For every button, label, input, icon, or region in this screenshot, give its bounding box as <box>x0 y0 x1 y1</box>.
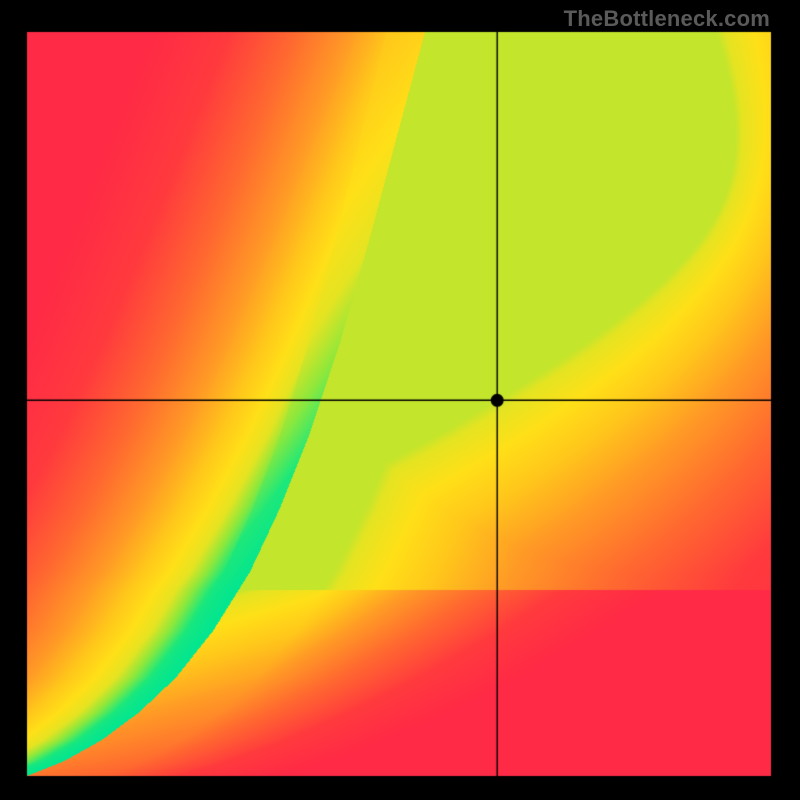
chart-container: TheBottleneck.com <box>0 0 800 800</box>
bottleneck-heatmap <box>0 0 800 800</box>
